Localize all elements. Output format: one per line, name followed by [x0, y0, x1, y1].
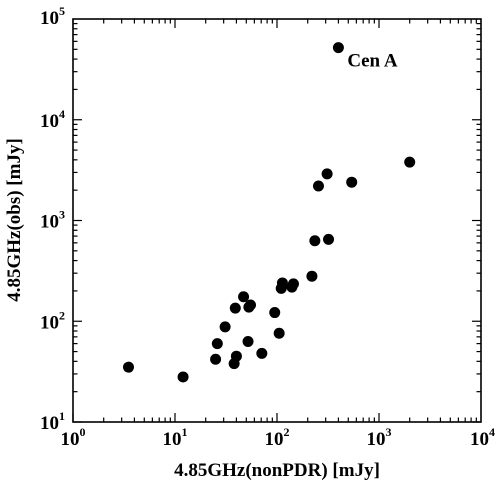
- y-tick-label-base: 10: [40, 111, 59, 132]
- x-tick-label-base: 10: [470, 429, 489, 450]
- y-tick-label-base: 10: [40, 312, 59, 333]
- data-point: [238, 291, 250, 303]
- data-point: [242, 335, 254, 347]
- x-tick-label: 101: [163, 425, 188, 450]
- annotation-label: Cen A: [347, 51, 397, 72]
- data-point: [321, 168, 333, 180]
- y-tick-label: 103: [40, 208, 65, 233]
- data-point: [122, 361, 134, 373]
- data-point: [229, 302, 241, 314]
- y-tick-label-base: 10: [40, 8, 59, 29]
- data-point: [332, 42, 344, 54]
- y-tick-label-base: 10: [40, 212, 59, 233]
- y-tick-label-base: 10: [40, 413, 59, 434]
- x-tick-label: 100: [61, 425, 86, 450]
- x-tick-label-base: 10: [61, 429, 80, 450]
- data-point: [404, 156, 416, 168]
- data-point: [210, 353, 222, 365]
- y-tick-label-exponent: 3: [59, 208, 65, 222]
- data-point: [211, 338, 223, 350]
- data-point: [312, 180, 324, 192]
- y-tick-label-exponent: 2: [59, 308, 65, 322]
- x-tick-label-exponent: 4: [489, 425, 495, 439]
- data-point: [346, 176, 358, 188]
- x-axis-title: 4.85GHz(nonPDR) [mJy]: [174, 460, 380, 481]
- data-point: [269, 307, 281, 319]
- data-point: [219, 321, 231, 333]
- data-point: [309, 235, 321, 247]
- y-tick-label-exponent: 1: [59, 409, 65, 423]
- x-tick-label: 102: [265, 425, 290, 450]
- tick-marks: [72, 19, 481, 423]
- x-tick-label-exponent: 2: [284, 425, 290, 439]
- x-tick-label-base: 10: [367, 429, 386, 450]
- plot-frame: [72, 18, 482, 423]
- x-tick-labels: 100 101 102 103 104: [61, 425, 496, 450]
- x-tick-label-exponent: 1: [182, 425, 188, 439]
- data-point: [230, 350, 242, 362]
- y-tick-label-exponent: 4: [59, 107, 65, 121]
- y-axis-title: 4.85GHz(obs) [mJy]: [4, 138, 25, 302]
- x-tick-label: 103: [367, 425, 392, 450]
- data-point: [273, 327, 285, 339]
- x-tick-label-base: 10: [265, 429, 284, 450]
- plot-area: Cen A: [72, 18, 482, 423]
- x-tick-label-exponent: 0: [80, 425, 86, 439]
- y-tick-label-exponent: 5: [59, 4, 65, 18]
- y-tick-label: 104: [40, 107, 65, 132]
- y-tick-label: 101: [40, 409, 65, 434]
- data-point: [177, 371, 189, 383]
- data-points: [122, 42, 416, 383]
- data-point: [276, 277, 288, 289]
- data-point: [287, 278, 299, 290]
- x-tick-label: 104: [470, 425, 495, 450]
- y-tick-label: 105: [40, 4, 65, 29]
- x-tick-label-exponent: 3: [386, 425, 392, 439]
- y-tick-label: 102: [40, 308, 65, 333]
- data-point: [245, 299, 257, 311]
- data-point: [256, 347, 268, 359]
- data-point: [323, 233, 335, 245]
- x-tick-label-base: 10: [163, 429, 182, 450]
- annotations: Cen A: [347, 51, 397, 72]
- data-point: [306, 270, 318, 282]
